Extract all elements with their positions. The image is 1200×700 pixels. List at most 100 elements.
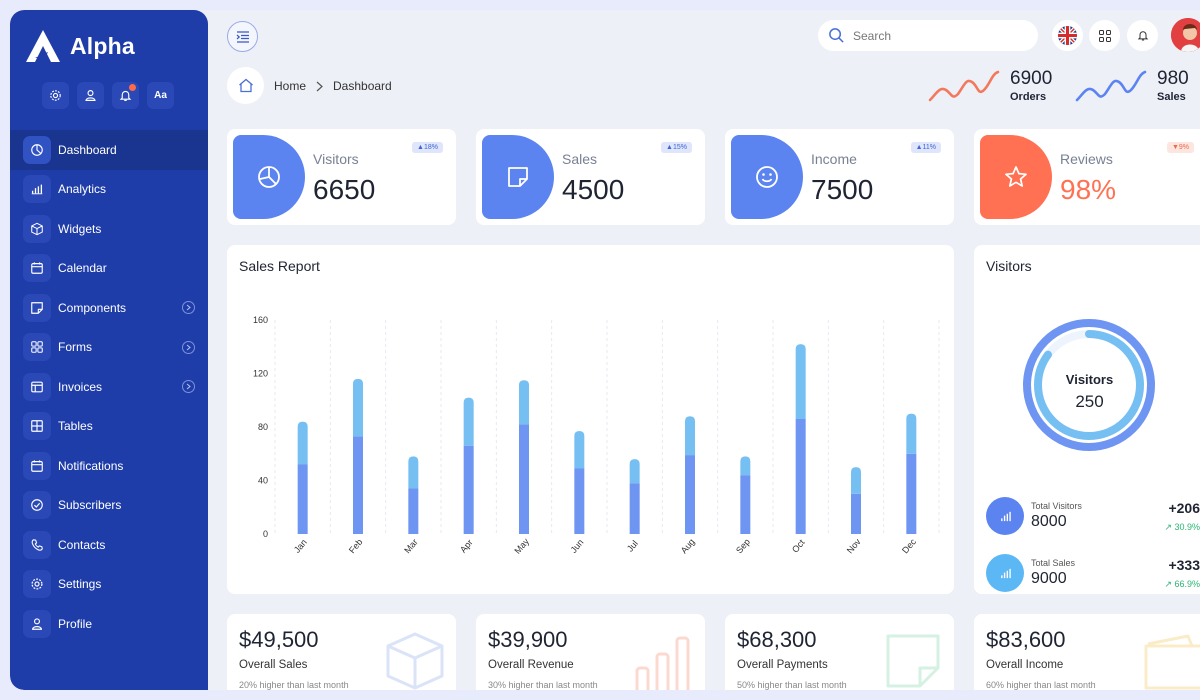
menu-toggle-button[interactable] [227, 21, 258, 52]
brand[interactable]: Alpha [24, 28, 135, 64]
sales-report-chart: 0 40 80 120 160 Jan Feb Mar Apr May Jun Jul Aug Sep Oc… [253, 315, 940, 556]
sidebar-item-analytics[interactable]: Analytics [10, 170, 208, 210]
settings-quick-button[interactable] [42, 82, 69, 109]
app-frame: Alpha Aa Dashboard Analytics Widgets Calend… [10, 10, 1200, 690]
orders-sparkline [928, 70, 1000, 102]
summary-note: 50% higher than last month [737, 680, 847, 690]
search-input[interactable] [853, 28, 1013, 43]
stat-icon-bg [980, 135, 1052, 219]
summary-card-sales: $49,500 Overall Sales 20% higher than la… [227, 614, 456, 690]
bar-segment [463, 397, 474, 446]
bar-segment [685, 455, 695, 534]
calendar-icon [31, 262, 43, 275]
bar-segment [297, 464, 308, 534]
logo-icon [26, 30, 60, 62]
nav-icon-bg [23, 135, 51, 164]
sidebar-item-invoices[interactable]: Invoices [10, 367, 208, 407]
user-quick-button[interactable] [77, 82, 104, 109]
donut-inner-ring [1034, 330, 1144, 440]
trend-badge: ▲15% [661, 142, 692, 153]
donut-label: Visitors [1065, 372, 1114, 387]
x-tick-label: Apr [458, 537, 475, 554]
smile-icon [756, 166, 778, 188]
sidebar-item-forms[interactable]: Forms [10, 328, 208, 368]
bar-segment [574, 431, 585, 469]
apps-button[interactable] [1089, 20, 1120, 51]
nav-icon-bg [23, 412, 51, 441]
stat-value: 6650 [313, 174, 376, 205]
nav-icon-bg [23, 570, 51, 599]
total-visitors-value: 8000 [1031, 513, 1067, 530]
star-icon [1005, 166, 1027, 187]
sidebar-item-components[interactable]: Components [10, 288, 208, 328]
sidebar-item-widgets[interactable]: Widgets [10, 209, 208, 249]
chevron-right-icon [182, 340, 195, 354]
language-button[interactable] [1052, 20, 1083, 51]
donut-outer-ring [1023, 319, 1155, 451]
user-icon [85, 90, 96, 101]
summary-label: Overall Revenue [488, 659, 574, 671]
sidebar-item-label: Subscribers [58, 498, 122, 513]
x-tick-label: Jan [292, 537, 309, 555]
sidebar-item-label: Invoices [58, 379, 103, 394]
uk-flag-icon [1057, 25, 1078, 46]
x-tick-label: May [512, 536, 531, 556]
stat-card-sales: Sales 4500 ▲15% [476, 129, 705, 225]
sidebar-item-label: Notifications [58, 458, 124, 473]
sidebar-item-calendar[interactable]: Calendar [10, 249, 208, 289]
user-avatar[interactable] [1171, 18, 1200, 52]
nav-icon-bg [23, 333, 51, 362]
invoice-icon [31, 381, 43, 393]
bar-chart-icon [635, 636, 690, 690]
check-circle-icon [31, 499, 43, 512]
bar-segment [795, 418, 806, 534]
notification-dot [129, 84, 136, 91]
nav-icon-bg [23, 254, 51, 283]
sidebar-item-settings[interactable]: Settings [10, 565, 208, 605]
notifications-quick-button[interactable] [112, 82, 139, 109]
stat-value: 98% [1060, 174, 1117, 205]
user-icon [31, 618, 43, 630]
bar-chart-icon [31, 184, 43, 195]
sidebar-nav: Dashboard Analytics Widgets Calendar Compone… [10, 130, 208, 644]
chevron-right-icon [182, 301, 195, 314]
menu-indent-icon [236, 30, 249, 43]
sidebar-item-dashboard[interactable]: Dashboard [10, 130, 208, 170]
nav-icon-bg [23, 175, 51, 204]
orders-label: Orders [1010, 91, 1047, 103]
bell-icon [31, 460, 43, 472]
breadcrumb-home[interactable]: Home [274, 79, 307, 93]
home-icon [238, 78, 253, 93]
home-button[interactable] [227, 67, 264, 104]
sidebar-item-subscribers[interactable]: Subscribers [10, 486, 208, 526]
sidebar-item-label: Settings [58, 577, 102, 592]
sidebar-item-tables[interactable]: Tables [10, 407, 208, 447]
sticky-note-icon [508, 167, 528, 187]
wallet-icon [1144, 634, 1200, 690]
stat-label: Income [811, 151, 857, 167]
bar-chart-icon [1000, 568, 1011, 578]
font-icon: Aa [154, 90, 167, 101]
x-tick-label: Oct [790, 537, 807, 555]
bar-segment [519, 424, 529, 534]
header-notifications-button[interactable] [1127, 20, 1158, 51]
sidebar-item-profile[interactable]: Profile [10, 604, 208, 644]
sidebar-item-contacts[interactable]: Contacts [10, 525, 208, 565]
sidebar-item-notifications[interactable]: Notifications [10, 446, 208, 486]
bar-segment [851, 493, 861, 534]
total-sales-percent: ↗ 66.9% [1164, 578, 1200, 589]
avatar-image [1171, 18, 1200, 52]
bar-chart-icon [1000, 511, 1011, 521]
sidebar-item-label: Contacts [58, 537, 106, 552]
apps-grid-icon [1098, 29, 1111, 42]
bar-segment [463, 445, 474, 534]
x-tick-label: Aug [679, 537, 697, 556]
bar-segment [629, 459, 640, 484]
total-sales-change: +333 [1168, 556, 1200, 573]
sidebar-item-label: Analytics [58, 182, 107, 197]
bar-segment [906, 453, 917, 534]
font-quick-button[interactable]: Aa [147, 82, 174, 109]
cube-icon [31, 222, 43, 235]
bell-icon [119, 90, 132, 101]
search-icon [829, 28, 844, 43]
